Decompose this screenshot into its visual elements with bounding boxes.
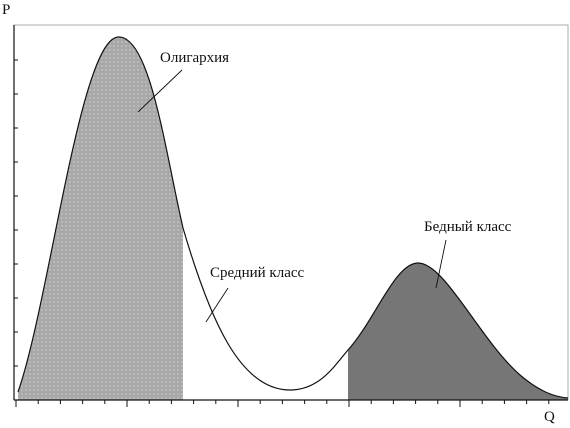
y-axis-label: P [2, 2, 10, 18]
leader-line [435, 239, 447, 289]
oligarchy-region [18, 36, 183, 400]
distribution-curve [17, 36, 569, 399]
leader-line [205, 287, 229, 323]
ticks [14, 59, 550, 407]
leader-line [137, 69, 183, 113]
annotation: Средний класс [210, 265, 305, 281]
annotation: Олигархия [160, 50, 229, 66]
annotation: Бедный класс [424, 219, 512, 235]
x-axis-label: Q [544, 409, 555, 425]
poor-region [348, 263, 568, 400]
